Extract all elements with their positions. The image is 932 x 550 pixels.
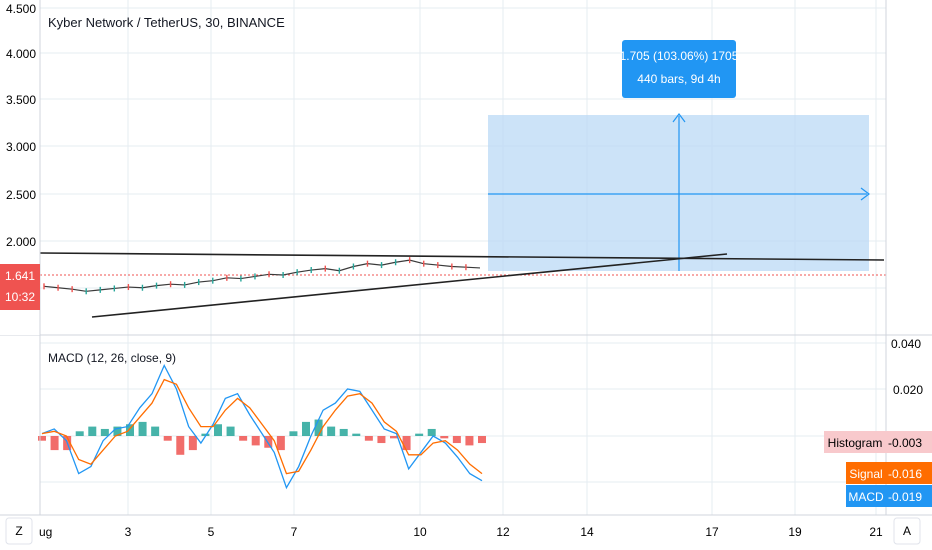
histogram-bar: [251, 436, 260, 446]
price-pane: [39, 113, 886, 318]
macd-badges: Histogram -0.003 Signal -0.016 MACD -0.0…: [824, 431, 932, 507]
time-label: 7: [291, 525, 298, 539]
histogram-bar: [239, 436, 248, 441]
measure-v-arrowhead: [672, 113, 686, 123]
histogram-bar: [38, 436, 46, 441]
histogram-bar: [100, 428, 109, 436]
histogram-badge-label: Histogram: [828, 436, 883, 450]
macd-title: MACD (12, 26, close, 9): [48, 351, 176, 365]
histogram-bar: [50, 436, 59, 451]
macd-tick: 0.040: [891, 337, 921, 351]
histogram-bar: [415, 433, 424, 436]
price-tick: 4.000: [6, 47, 36, 61]
last-price-value: 1.641: [5, 269, 35, 283]
histogram-bar: [188, 436, 197, 451]
histogram-bar: [113, 426, 122, 436]
time-axis[interactable]: ug 3 5 7 10 12 14 17 19 21: [0, 514, 932, 550]
macd-tick: 0.020: [893, 383, 923, 397]
histogram-bar: [163, 436, 172, 441]
histogram-bar: [151, 426, 160, 436]
price-tick: 3.000: [6, 140, 36, 154]
macd-value-badge: [886, 485, 932, 507]
histogram-bar: [440, 436, 449, 439]
histogram-bar: [176, 436, 185, 455]
histogram-bar: [314, 419, 323, 436]
signal-badge-label: Signal: [849, 467, 882, 481]
time-label: 12: [496, 525, 510, 539]
macd-badge-label: MACD: [848, 490, 884, 504]
trendline-upper[interactable]: [39, 252, 885, 261]
histogram-bar: [264, 436, 273, 448]
histogram-badge: [824, 431, 886, 453]
histogram-bar: [452, 436, 461, 444]
macd-value: -0.019: [888, 490, 922, 504]
macd-axis[interactable]: 0.040 0.020: [885, 335, 923, 515]
histogram-bar: [88, 426, 97, 436]
z-button-label: Z: [15, 524, 22, 538]
time-label: 10: [413, 525, 427, 539]
histogram-bar: [402, 436, 411, 451]
measure-tooltip-box: [622, 40, 736, 98]
last-price-tag: [0, 264, 40, 310]
histogram-bar: [75, 431, 84, 436]
signal-value: -0.016: [888, 467, 922, 481]
histogram-bar: [352, 433, 361, 436]
price-axis[interactable]: 4.500 4.000 3.500 3.000 2.500 2.000 1.64…: [0, 0, 41, 335]
time-label: 17: [705, 525, 719, 539]
signal-series: [41, 378, 483, 475]
histogram-bar: [138, 421, 147, 436]
chart-title: Kyber Network / TetherUS, 30, BINANCE: [48, 15, 285, 30]
measure-line-1: 1.705 (103.06%) 1705: [620, 49, 739, 63]
histogram-bar: [226, 426, 235, 436]
time-axis-bg: [0, 515, 932, 550]
histogram-bar: [427, 428, 436, 436]
time-label: 19: [788, 525, 802, 539]
auto-scale-z-button[interactable]: Z: [5, 517, 33, 545]
a-button-label: A: [903, 524, 911, 538]
measure-line-2: 440 bars, 9d 4h: [637, 72, 720, 86]
time-label: 3: [125, 525, 132, 539]
histogram-bar: [478, 436, 486, 444]
signal-badge: [846, 462, 886, 484]
signal-value-badge: [886, 462, 932, 484]
candles: [43, 257, 467, 295]
bar-countdown: 10:32: [5, 290, 35, 304]
price-tick: 3.500: [6, 93, 36, 107]
histogram-value: -0.003: [888, 436, 922, 450]
price-tick: 2.000: [6, 235, 36, 249]
histogram-bar: [126, 424, 134, 436]
macd-pane: [38, 363, 486, 490]
time-label: ug: [39, 525, 52, 539]
measure-h-arrowhead: [860, 187, 870, 201]
a-button-bg[interactable]: [893, 517, 921, 545]
histogram-bar: [289, 431, 298, 436]
grid: [40, 0, 886, 515]
price-tick: 4.500: [6, 2, 36, 16]
histogram-bar: [339, 428, 348, 436]
histogram-bar: [465, 436, 474, 446]
histogram-bar: [377, 436, 386, 444]
time-label: 5: [208, 525, 215, 539]
histogram-bar: [390, 436, 398, 439]
histogram-bar: [214, 424, 222, 436]
time-label: 14: [580, 525, 594, 539]
histogram-bar: [364, 436, 373, 441]
histogram-bar: [302, 421, 310, 436]
histogram-bar: [327, 426, 336, 436]
price-tick: 2.500: [6, 188, 36, 202]
z-button-bg[interactable]: [5, 517, 33, 545]
histogram-value-badge: [886, 431, 932, 453]
trendline-lower[interactable]: [91, 253, 728, 318]
time-label: 21: [869, 525, 883, 539]
histogram-bar: [276, 436, 285, 451]
auto-scale-a-button[interactable]: A: [893, 517, 921, 545]
macd-badge: [846, 485, 886, 507]
histogram-bar: [201, 433, 210, 436]
measure-tooltip: 1.705 (103.06%) 1705 440 bars, 9d 4h: [620, 40, 739, 98]
macd-series: [41, 363, 483, 490]
measure-arrows: [488, 113, 870, 271]
price-series: [43, 259, 481, 292]
